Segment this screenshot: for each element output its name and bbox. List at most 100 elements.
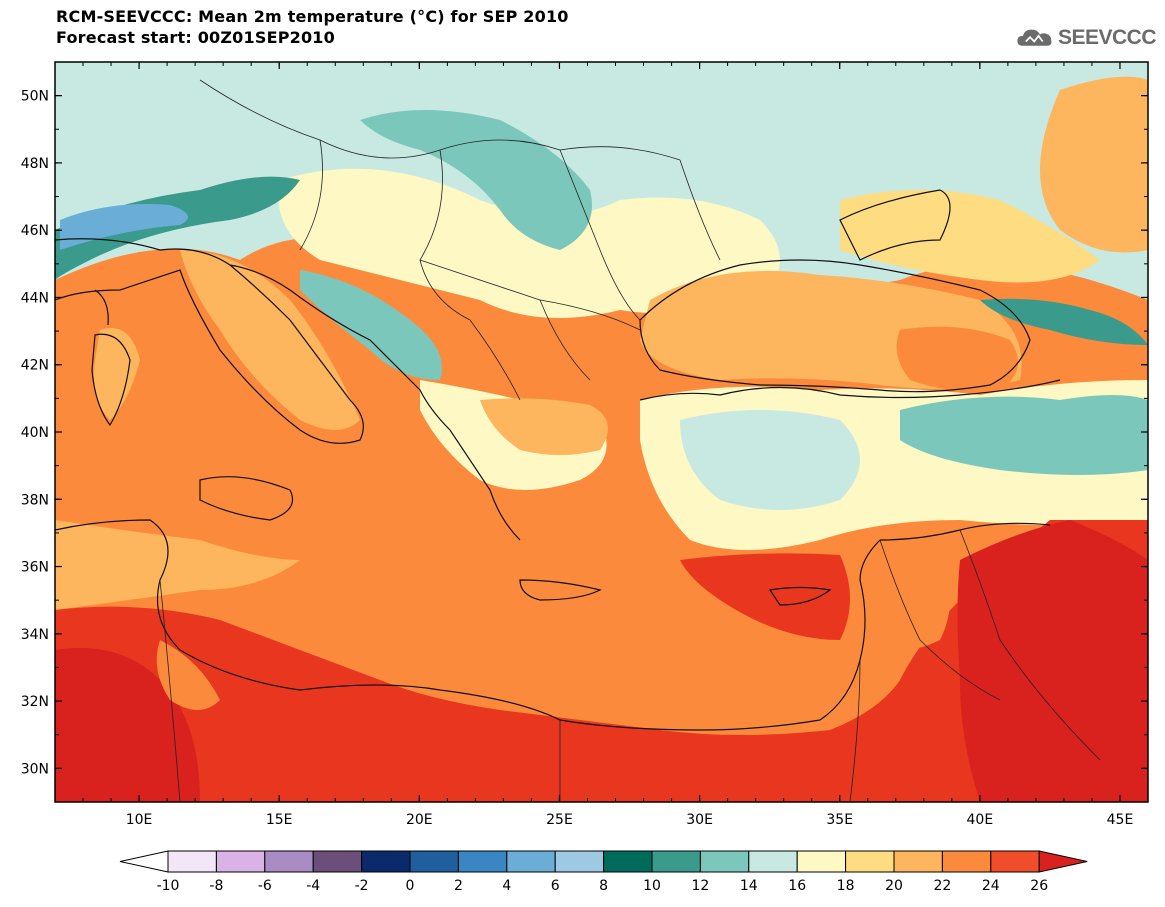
levant-sea-field [680, 553, 850, 640]
colorbar-swatch [457, 850, 508, 873]
lat-label: 32N [21, 694, 49, 710]
border-6 [419, 259, 641, 331]
colorbar-swatch [603, 850, 653, 873]
map-title: RCM-SEEVCCC: Mean 2m temperature (°C) fo… [56, 7, 569, 26]
seevccc-logo: SEEVCCC [1016, 20, 1157, 56]
colorbar-swatch [312, 850, 363, 873]
lat-label: 48N [21, 156, 49, 172]
east-anatolia-field [900, 395, 1148, 475]
lon-label: 15E [266, 812, 293, 828]
lon-label: 10E [126, 812, 153, 828]
sardinia-corsica-field [94, 328, 140, 420]
colorbar-label: 8 [599, 878, 608, 894]
anatolia-north-coast [639, 379, 1061, 401]
colorbar-label: 14 [740, 878, 758, 894]
lat-label: 42N [21, 358, 49, 374]
colorbar-swatch [941, 850, 992, 873]
colorbar-label: 16 [788, 878, 806, 894]
lon-label: 35E [826, 812, 853, 828]
balkans-cool-field [278, 168, 780, 318]
colorbar-label: 26 [1030, 878, 1048, 894]
colorbar-label: 0 [406, 878, 415, 894]
russia-warm-field [1040, 76, 1148, 253]
dinaric-field [300, 270, 442, 380]
border-7 [469, 319, 521, 401]
lat-label: 38N [21, 492, 49, 508]
lon-label: 20E [406, 812, 433, 828]
black-sea-coast [639, 259, 1031, 393]
sicily-coast [199, 476, 294, 521]
colorbar-swatch [554, 850, 605, 873]
colorbar-swatch [796, 850, 847, 873]
colorbar-swatch [361, 850, 411, 873]
border-4 [559, 149, 641, 321]
colorbar-label: -10 [157, 878, 180, 894]
border-8 [539, 299, 591, 381]
border-13 [849, 659, 861, 802]
adriatic-coast [229, 264, 521, 541]
lat-label: 34N [21, 627, 49, 643]
coastlines [55, 189, 1061, 731]
colorbar-swatch [409, 850, 459, 873]
colorbar-label: 18 [837, 878, 855, 894]
colorbar-label: 20 [885, 878, 903, 894]
lat-label: 30N [21, 761, 49, 777]
border-9 [879, 539, 1001, 701]
italy-coast [55, 238, 364, 444]
lat-label: 36N [21, 560, 49, 576]
colorbar-swatch [990, 850, 1040, 873]
crete-coast [519, 579, 602, 601]
italy-field [180, 250, 360, 430]
colorbar-swatch [699, 850, 750, 873]
colorbar-swatch [845, 850, 895, 873]
steppe-field [840, 190, 1100, 283]
colorbar-label: -8 [209, 878, 223, 894]
colorbar-label: 12 [691, 878, 709, 894]
colorbar-swatch [748, 850, 798, 873]
cloud-icon [1017, 29, 1052, 46]
lat-label: 50N [21, 89, 49, 105]
anatolia-plateau-field [680, 410, 860, 510]
lat-label: 46N [21, 223, 49, 239]
logo-text: SEEVCCC [1057, 26, 1157, 49]
colorbar-label: -2 [355, 878, 369, 894]
temperature-field [55, 62, 1148, 802]
colorbar-label: -6 [258, 878, 272, 894]
crimea-coast [839, 189, 951, 261]
latitude-axis: 50N 48N 46N 44N 42N 40N 38N 36N 34N 32N 30N [21, 61, 1148, 803]
forecast-start: Forecast start: 00Z01SEP2010 [56, 28, 335, 47]
sardinia-coast [91, 333, 131, 427]
carpathians-field [360, 110, 592, 250]
aegean-field [480, 398, 608, 455]
title-block: RCM-SEEVCCC: Mean 2m temperature (°C) fo… [56, 6, 569, 48]
lon-label: 30E [686, 812, 713, 828]
colorbar-label: 6 [551, 878, 560, 894]
colorbar-swatch [506, 850, 556, 873]
corsica-coast [94, 289, 109, 326]
lon-label: 40E [967, 812, 994, 828]
border-11 [159, 579, 181, 802]
colorbar-swatch [215, 850, 266, 873]
longitude-axis: 10E 15E 20E 25E 30E 35E 40E 45E [54, 62, 1149, 828]
colorbar-swatch [167, 850, 217, 873]
colorbar-swatch [264, 850, 314, 873]
borders [159, 79, 1101, 802]
lon-label: 45E [1107, 812, 1134, 828]
arabia-field [957, 520, 1148, 802]
lat-label: 44N [21, 290, 49, 306]
north-africa-field [55, 520, 1148, 802]
colorbar-swatch [651, 850, 701, 873]
border-10 [959, 529, 1101, 761]
colorbar-swatch [893, 850, 943, 873]
cyprus-coast [768, 586, 832, 606]
colorbar-max-arrow [1038, 850, 1088, 873]
colorbar-label: 22 [933, 878, 951, 894]
colorbar-label: -4 [306, 878, 320, 894]
border-5 [679, 159, 721, 261]
caucasus-field [980, 298, 1148, 345]
colorbar-label: 2 [454, 878, 463, 894]
lat-label: 40N [21, 425, 49, 441]
colorbar-label: 4 [502, 878, 511, 894]
colorbar-min-arrow [119, 850, 169, 873]
